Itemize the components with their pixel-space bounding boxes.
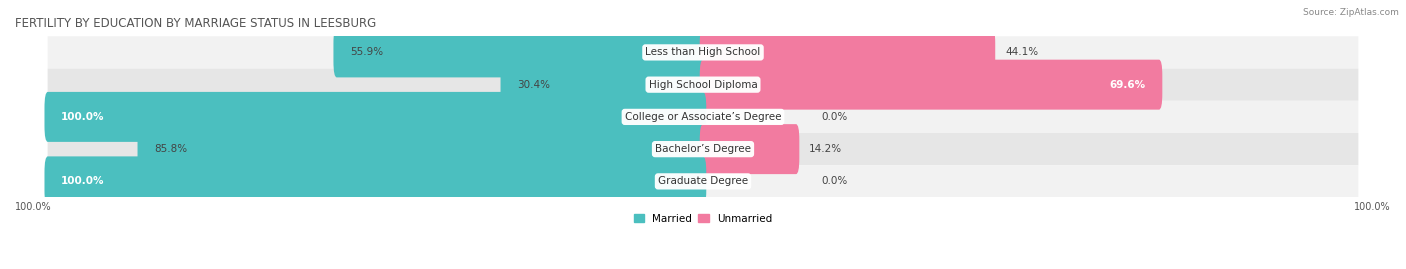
Text: 100.0%: 100.0% [1354, 202, 1391, 212]
Text: High School Diploma: High School Diploma [648, 80, 758, 90]
Text: Bachelor’s Degree: Bachelor’s Degree [655, 144, 751, 154]
Text: 0.0%: 0.0% [821, 112, 848, 122]
Text: 85.8%: 85.8% [153, 144, 187, 154]
FancyBboxPatch shape [45, 156, 706, 206]
FancyBboxPatch shape [501, 60, 706, 110]
Text: Graduate Degree: Graduate Degree [658, 176, 748, 186]
FancyBboxPatch shape [700, 27, 995, 77]
Text: College or Associate’s Degree: College or Associate’s Degree [624, 112, 782, 122]
Text: 55.9%: 55.9% [350, 47, 382, 57]
Text: 69.6%: 69.6% [1109, 80, 1146, 90]
Legend: Married, Unmarried: Married, Unmarried [630, 210, 776, 228]
Text: 14.2%: 14.2% [808, 144, 842, 154]
FancyBboxPatch shape [48, 36, 1358, 69]
Text: 44.1%: 44.1% [1005, 47, 1038, 57]
FancyBboxPatch shape [45, 92, 706, 142]
Text: 30.4%: 30.4% [517, 80, 550, 90]
FancyBboxPatch shape [48, 69, 1358, 101]
Text: 100.0%: 100.0% [15, 202, 52, 212]
Text: Less than High School: Less than High School [645, 47, 761, 57]
FancyBboxPatch shape [48, 133, 1358, 165]
FancyBboxPatch shape [48, 101, 1358, 133]
FancyBboxPatch shape [48, 165, 1358, 197]
Text: FERTILITY BY EDUCATION BY MARRIAGE STATUS IN LEESBURG: FERTILITY BY EDUCATION BY MARRIAGE STATU… [15, 17, 377, 30]
Text: Source: ZipAtlas.com: Source: ZipAtlas.com [1303, 8, 1399, 17]
FancyBboxPatch shape [700, 124, 800, 174]
FancyBboxPatch shape [333, 27, 706, 77]
FancyBboxPatch shape [138, 124, 706, 174]
Text: 100.0%: 100.0% [60, 112, 104, 122]
FancyBboxPatch shape [700, 60, 1163, 110]
Text: 100.0%: 100.0% [60, 176, 104, 186]
Text: 0.0%: 0.0% [821, 176, 848, 186]
